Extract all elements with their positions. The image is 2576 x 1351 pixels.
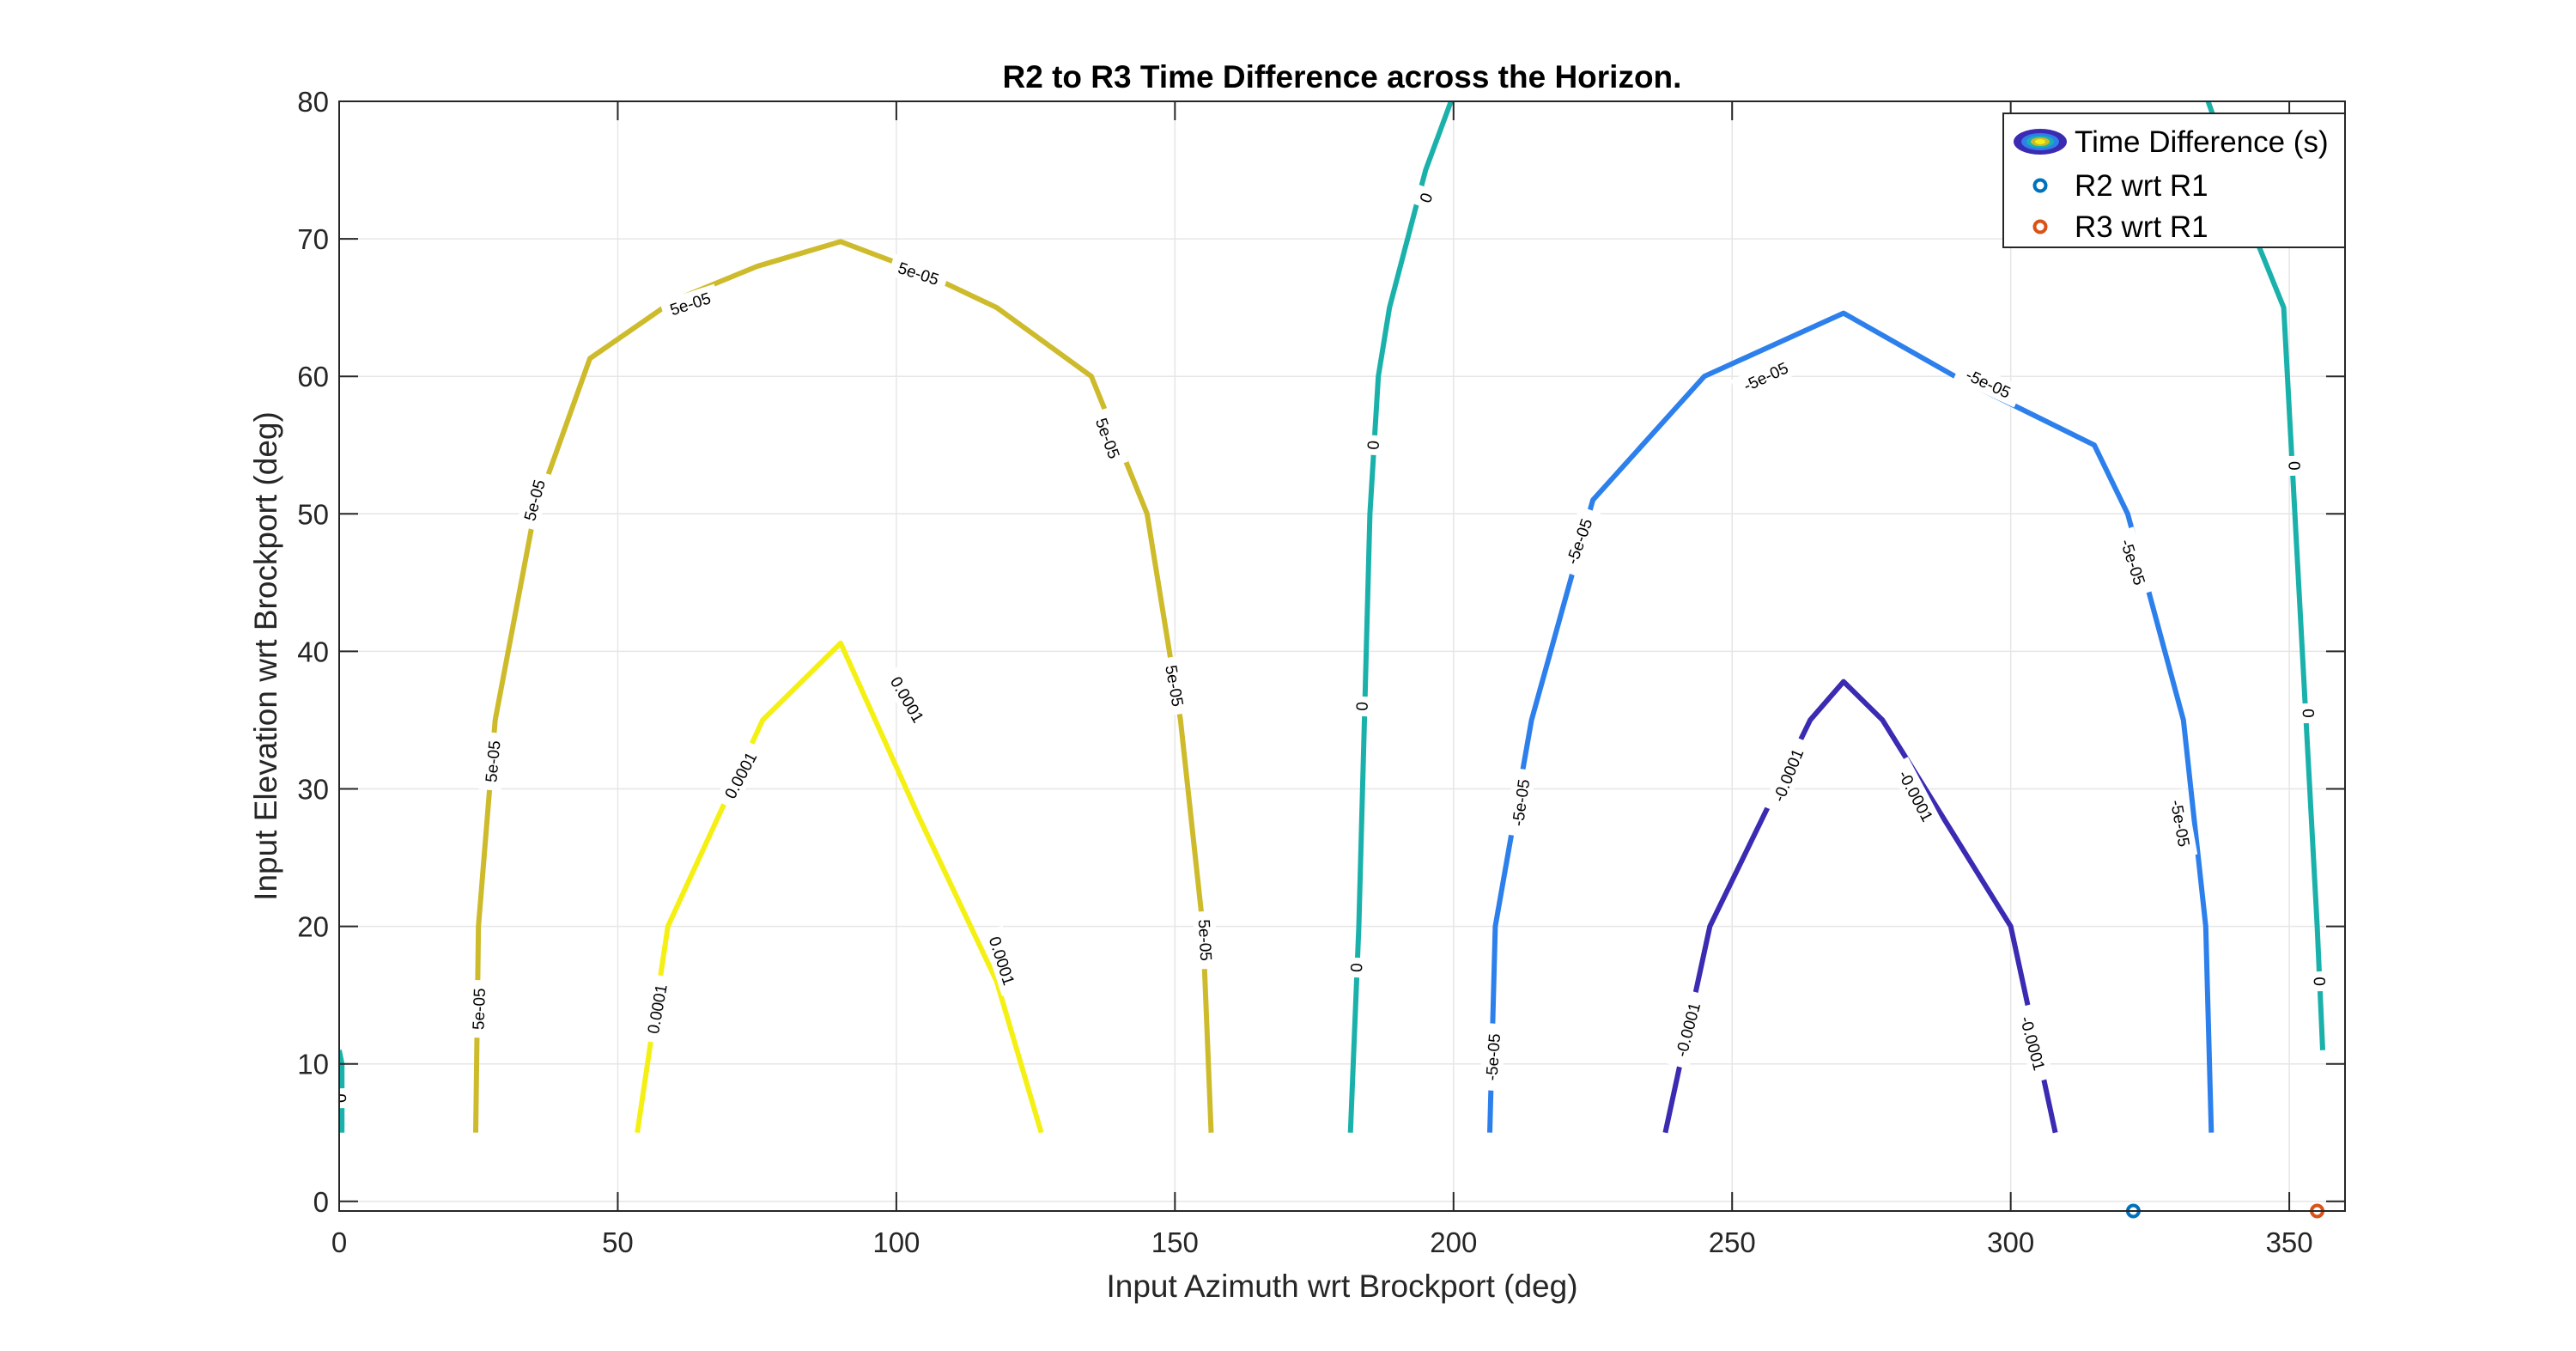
plot-area: 05e-055e-055e-055e-055e-055e-055e-055e-0… [331, 100, 2346, 1219]
contour-label: 0.0001 [640, 974, 674, 1044]
x-axis-ticks: 0 50 100 150 200 250 300 350 [331, 101, 2313, 1258]
contour-label: 5e-05 [478, 731, 507, 792]
y-tick-label: 80 [297, 86, 329, 118]
contour-label-text: -5e-05 [1483, 1033, 1504, 1081]
contour-line [635, 640, 1044, 1134]
contour-label-text: 0 [2284, 461, 2302, 471]
x-tick-label: 0 [331, 1226, 347, 1258]
contour-label-background [1763, 735, 1813, 815]
legend-label-r2: R2 wrt R1 [2075, 169, 2208, 203]
contour-label: 0 [331, 1087, 353, 1109]
y-axis-ticks: 0 10 20 30 40 50 60 70 80 [297, 86, 2345, 1218]
contour-label-text: 5e-05 [1194, 919, 1215, 962]
contour-label-background [1504, 768, 1536, 837]
contour-label: 5e-05 [1193, 910, 1218, 970]
contour-label-background [1344, 957, 1368, 978]
contour-label-background [1953, 358, 2024, 408]
contour-label-text: 0 [2310, 977, 2328, 986]
chart-title: R2 to R3 Time Difference across the Hori… [1003, 59, 1682, 94]
contour-label-background [2308, 971, 2332, 992]
contour-label: 5e-05 [1158, 655, 1191, 716]
y-tick-label: 30 [297, 773, 329, 805]
contour-label-background [1087, 407, 1129, 470]
legend: Time Difference (s) R2 wrt R1 R3 wrt R1 [2002, 113, 2346, 248]
contour-label-background [981, 925, 1024, 996]
legend-marker-r3 [2032, 219, 2048, 234]
x-axis-label: Input Azimuth wrt Brockport (deg) [1106, 1269, 1577, 1304]
y-tick-label: 40 [297, 636, 329, 667]
contour-label-background [2297, 703, 2321, 724]
contour-label-background [659, 283, 721, 324]
contour-label-background [478, 731, 507, 792]
contour-label-background [1557, 506, 1601, 577]
plot-frame [338, 100, 2346, 1212]
x-tick-label: 150 [1151, 1226, 1199, 1258]
contour-label-background [1412, 184, 1440, 211]
y-tick-label: 10 [297, 1049, 329, 1080]
contour-line [1662, 679, 2058, 1134]
contour-label-text: 0 [1364, 440, 1383, 450]
contour-label-background [2283, 455, 2306, 477]
contour-label-background [1350, 696, 1374, 717]
y-axis-label: Input Elevation wrt Brockport (deg) [248, 411, 283, 901]
contour-label-background [1479, 1022, 1506, 1092]
y-tick-label: 70 [297, 223, 329, 255]
contour-label-background [1158, 655, 1191, 716]
contour-label: 0 [1412, 184, 1440, 211]
contour-line [473, 239, 1214, 1133]
contour-label-background [2164, 788, 2198, 859]
contour-label-background [1360, 434, 1385, 456]
contour-label: 0 [2297, 703, 2321, 724]
contour-label: 0 [1360, 434, 1385, 456]
contour-label-background [2111, 526, 2154, 598]
contour-label-text: 5e-05 [470, 988, 489, 1030]
y-tick-label: 20 [297, 911, 329, 943]
contour-label-background [1888, 757, 1944, 835]
contour-label-background [339, 1087, 353, 1109]
contour-label: 0 [2283, 455, 2306, 477]
contour-label: 0 [1344, 957, 1368, 978]
contour-label-text: 5e-05 [483, 740, 504, 783]
legend-label-time-difference: Time Difference (s) [2075, 125, 2329, 159]
contour-label-background [881, 665, 934, 734]
y-tick-label: 60 [297, 361, 329, 393]
x-tick-label: 250 [1709, 1226, 1756, 1258]
contour-label-background [1730, 351, 1801, 401]
contour-label-background [1193, 910, 1218, 970]
contour-label-background [515, 469, 553, 532]
contour-label: 5e-05 [466, 979, 491, 1038]
y-tick-label: 0 [313, 1186, 329, 1218]
contour-label: 0 [1350, 696, 1374, 717]
contour-label-background [714, 739, 766, 811]
x-tick-label: 350 [2266, 1226, 2313, 1258]
contour-label-background [2012, 1003, 2054, 1084]
contour-label-text: 0 [1354, 702, 1372, 711]
contour-label: -5e-05 [1479, 1022, 1506, 1092]
contour-label-background [887, 253, 950, 293]
contour-label-text: 0 [2299, 709, 2317, 718]
x-tick-label: 100 [872, 1226, 920, 1258]
contour-line [1487, 310, 2215, 1133]
x-tick-label: 50 [602, 1226, 634, 1258]
x-tick-label: 200 [1430, 1226, 1477, 1258]
contour-label-background [1667, 989, 1709, 1070]
contour-label-background [640, 974, 674, 1044]
legend-label-r3: R3 wrt R1 [2075, 210, 2208, 244]
contour-label: 0 [2308, 971, 2332, 992]
y-tick-label: 50 [297, 498, 329, 530]
contour-label-text: 0 [331, 1093, 349, 1103]
x-tick-label: 300 [1987, 1226, 2034, 1258]
contour-label-background [466, 979, 491, 1038]
legend-contour-icon [2014, 129, 2067, 155]
contour-label-text: 0 [1348, 963, 1366, 972]
legend-marker-r2 [2032, 178, 2048, 193]
